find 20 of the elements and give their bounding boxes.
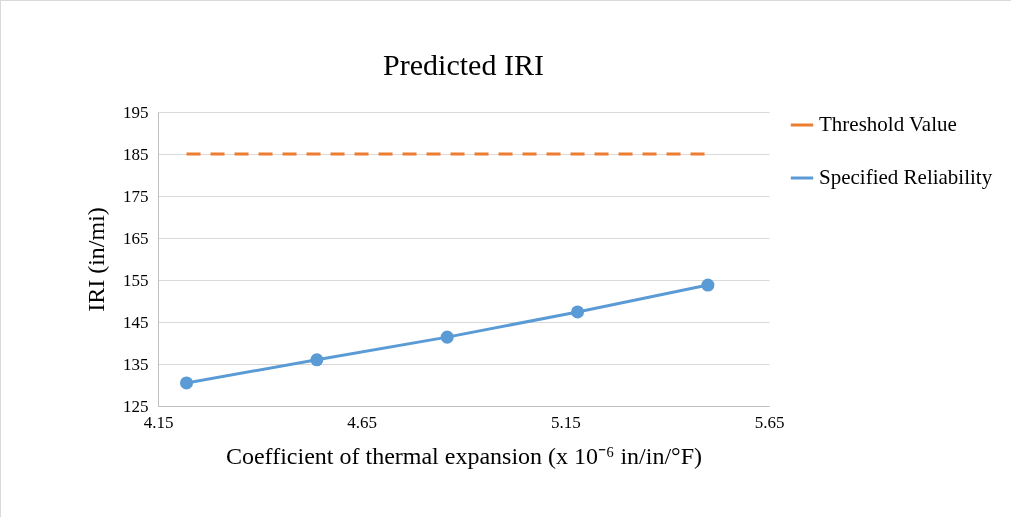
y-tick-label: 195	[123, 102, 149, 122]
x-tick-label: 4.65	[347, 412, 378, 432]
y-axis-title: IRI (in/mi)	[83, 207, 109, 312]
point	[440, 330, 454, 344]
y-tick-label: 155	[123, 270, 149, 290]
point	[571, 305, 585, 319]
y-tick-label: 185	[123, 144, 149, 164]
point	[179, 376, 194, 390]
x-tick-label: 5.15	[550, 412, 581, 432]
y-tick-label: 165	[123, 228, 149, 248]
legend-label: Threshold Value	[819, 112, 957, 136]
y-tick-label: 135	[123, 354, 149, 374]
legend-label: Specified Reliability	[819, 165, 993, 189]
x-axis-title: Coefficient of thermal expansion (x 10⁻⁶ in/in/°F)	[225, 442, 703, 469]
point	[310, 353, 324, 367]
chart-title: Predicted IRI	[383, 48, 544, 81]
point	[701, 278, 715, 292]
y-tick-label: 175	[123, 186, 149, 206]
y-tick-label: 145	[123, 312, 149, 332]
x-tick-label: 5.65	[754, 412, 785, 432]
